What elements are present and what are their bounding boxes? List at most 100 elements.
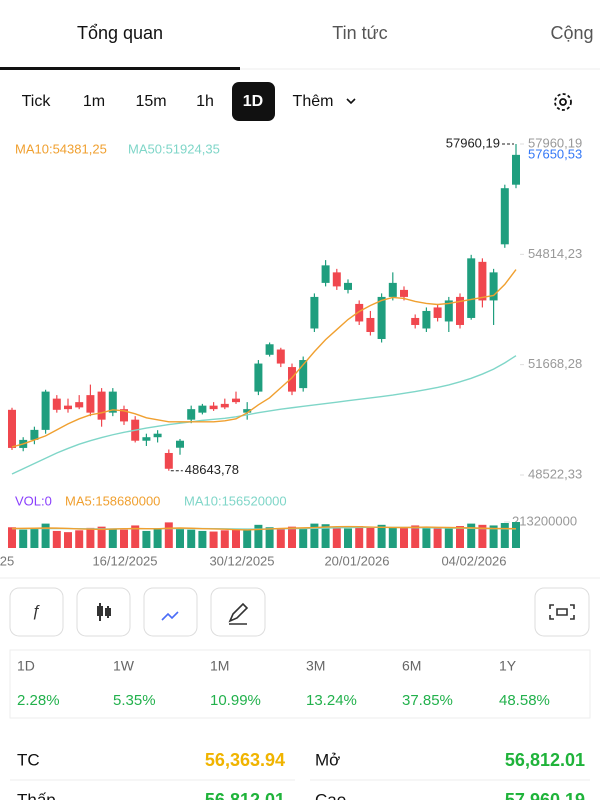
fx-icon: ƒ bbox=[32, 603, 41, 620]
volume-bar bbox=[444, 527, 453, 548]
period-label[interactable]: 1W bbox=[113, 658, 135, 674]
volume-bar bbox=[456, 526, 464, 548]
timeframe[interactable]: 1D bbox=[243, 93, 263, 110]
stat-value: 56,812.01 bbox=[205, 790, 285, 800]
candle-body bbox=[344, 282, 352, 290]
volume-bar bbox=[86, 527, 95, 548]
volume-bar bbox=[422, 526, 431, 548]
volume-bar bbox=[198, 530, 207, 548]
volume-bar bbox=[108, 528, 117, 548]
candle-body bbox=[52, 398, 61, 410]
volume-bar bbox=[377, 524, 386, 548]
tool-buttons bbox=[9, 587, 590, 637]
volume-bar bbox=[8, 527, 16, 548]
volume-bar bbox=[512, 522, 520, 548]
candle-body bbox=[198, 405, 207, 413]
volume-bar bbox=[254, 524, 263, 548]
timeframe[interactable]: Tick bbox=[22, 93, 52, 110]
volume-bar bbox=[299, 527, 308, 548]
volume-bar bbox=[411, 525, 420, 548]
candle-body bbox=[41, 391, 50, 430]
volume-bar bbox=[220, 530, 229, 548]
volume-bar bbox=[97, 526, 106, 548]
candle-body bbox=[75, 402, 84, 408]
volume-bar bbox=[153, 528, 162, 548]
candle-body bbox=[366, 317, 375, 332]
tab[interactable]: Tổng quan bbox=[77, 23, 163, 43]
candle-body bbox=[444, 300, 453, 322]
timeframe[interactable]: Thêm bbox=[293, 93, 334, 110]
candle-body bbox=[411, 317, 420, 325]
stat-label: Mở bbox=[315, 750, 340, 769]
candle-body bbox=[321, 265, 330, 283]
volume-bar bbox=[276, 529, 285, 548]
candle-body bbox=[8, 409, 16, 448]
timeframe[interactable]: 1h bbox=[196, 93, 214, 110]
volume-bar bbox=[187, 529, 196, 548]
stat-value: 56,363.94 bbox=[205, 750, 285, 770]
period-change: 13.24% bbox=[306, 692, 357, 709]
stat-label: Cao bbox=[315, 790, 346, 800]
timeframe[interactable]: 15m bbox=[135, 93, 166, 110]
ai-button[interactable] bbox=[143, 587, 198, 637]
period-label[interactable]: 3M bbox=[306, 658, 325, 674]
y-tick-label: 51668,28 bbox=[528, 356, 582, 371]
candle-body bbox=[30, 429, 39, 440]
tab[interactable]: Tin tức bbox=[332, 23, 387, 43]
period-label[interactable]: 1M bbox=[210, 658, 229, 674]
ma50-line bbox=[11, 355, 517, 475]
period-label[interactable]: 1D bbox=[17, 658, 35, 674]
volume-bar bbox=[489, 525, 498, 548]
volume-bar bbox=[310, 523, 319, 548]
ma10-line bbox=[11, 269, 517, 448]
candle-body bbox=[276, 349, 285, 364]
volume-bar bbox=[332, 527, 341, 548]
candle-body bbox=[243, 409, 252, 413]
volume-bar bbox=[467, 523, 476, 548]
ma-legend: MA50:51924,35 bbox=[128, 141, 220, 156]
candle-body bbox=[433, 307, 442, 318]
selected-timeframe[interactable] bbox=[232, 82, 275, 121]
volume-bar bbox=[41, 523, 50, 548]
volume-bar bbox=[344, 528, 352, 548]
volume-bar bbox=[388, 527, 397, 548]
volume-bar bbox=[142, 530, 151, 548]
period-change: 48.58% bbox=[499, 692, 550, 709]
volume-bar bbox=[288, 526, 296, 548]
volume-bar bbox=[64, 532, 72, 548]
tab[interactable]: Cộng bbox=[550, 23, 593, 43]
candle-body bbox=[489, 272, 498, 301]
volume-ma5-line bbox=[11, 525, 517, 531]
stat-label: Thấp bbox=[17, 790, 56, 800]
stat-value: 57,960.19 bbox=[505, 790, 585, 800]
function-button[interactable] bbox=[9, 587, 64, 637]
volume-bar bbox=[30, 528, 39, 548]
draw-button[interactable] bbox=[210, 587, 266, 637]
pen-icon bbox=[228, 602, 249, 625]
candle-body bbox=[478, 261, 487, 301]
settings-icon[interactable] bbox=[554, 93, 572, 111]
candle-body bbox=[299, 360, 308, 389]
tab-underline bbox=[0, 67, 240, 70]
candle-body bbox=[254, 363, 263, 392]
volume-bar bbox=[355, 526, 364, 548]
period-label[interactable]: 1Y bbox=[499, 658, 517, 674]
volume-legend: MA5:158680000 bbox=[65, 493, 160, 508]
y-tick-label: 57960,19 bbox=[528, 135, 582, 150]
ai-icon bbox=[161, 611, 179, 621]
period-label[interactable]: 6M bbox=[402, 658, 421, 674]
candle-body bbox=[512, 154, 520, 185]
candle-body bbox=[288, 367, 296, 392]
volume-bar bbox=[232, 529, 240, 548]
candle-body bbox=[500, 188, 509, 245]
volume-bar bbox=[400, 527, 408, 548]
screenshot-button[interactable] bbox=[534, 587, 590, 637]
timeframe[interactable]: 1m bbox=[83, 93, 105, 110]
volume-bar bbox=[265, 527, 274, 548]
candle-button[interactable] bbox=[76, 587, 131, 637]
date-label: /2025 bbox=[0, 553, 14, 568]
candle-body bbox=[232, 398, 240, 403]
candle-body bbox=[108, 391, 117, 413]
